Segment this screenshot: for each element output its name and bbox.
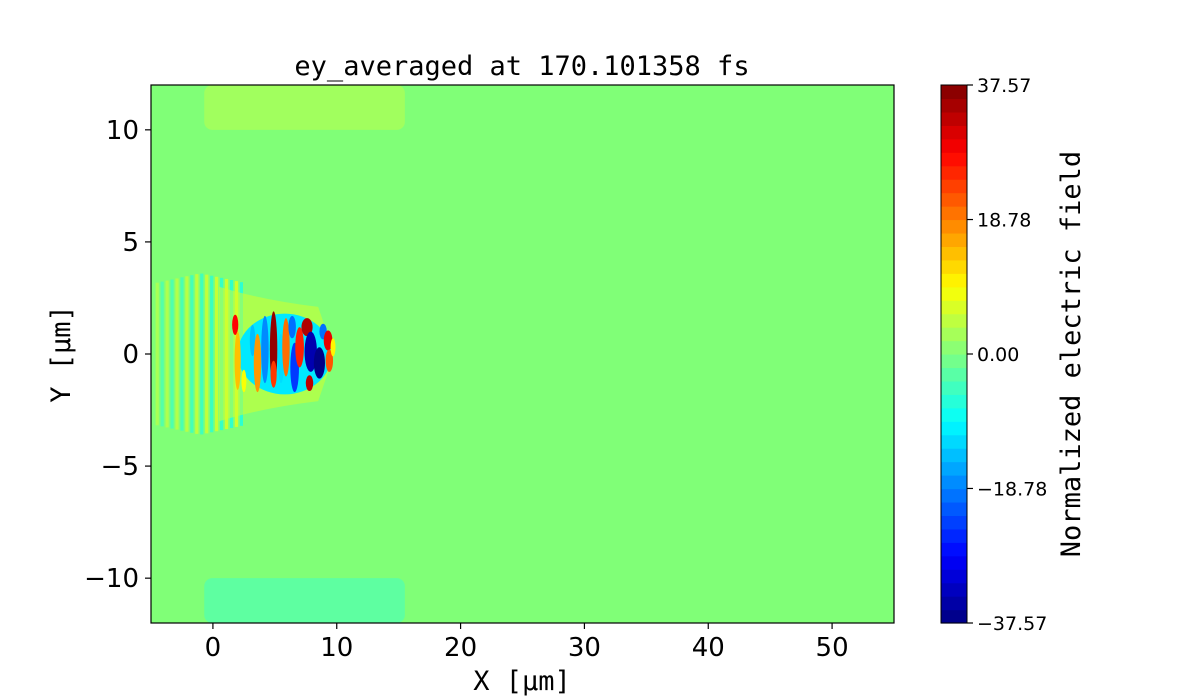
colorbar-segment xyxy=(941,488,967,503)
wavefront-stripe xyxy=(190,275,194,433)
colorbar-segment xyxy=(941,313,967,328)
field-hotspot xyxy=(261,315,269,384)
wavefront-stripe xyxy=(160,281,164,427)
colorbar-segment xyxy=(941,111,967,126)
colorbar-segment xyxy=(941,179,967,194)
y-tick-label: −5 xyxy=(101,452,139,482)
colorbar-segment xyxy=(941,461,967,476)
x-axis: 0 10 20 30 40 50 xyxy=(205,623,849,663)
colorbar-segment xyxy=(941,421,967,436)
wavefront-stripe xyxy=(175,278,179,430)
field-hotspot xyxy=(323,330,333,351)
colorbar-segment xyxy=(941,340,967,355)
wavefront-stripe xyxy=(165,280,169,428)
colorbar-segment xyxy=(941,354,967,369)
field-hotspot xyxy=(325,349,334,372)
colorbar-segment xyxy=(941,448,967,463)
colorbar-segment xyxy=(941,555,967,570)
y-tick-label: 10 xyxy=(106,116,139,146)
x-tick-label: 50 xyxy=(816,633,849,663)
colorbar-segment xyxy=(941,501,967,516)
colorbar-segment xyxy=(941,286,967,301)
x-tick-label: 10 xyxy=(320,633,353,663)
colorbar-segment xyxy=(941,609,967,624)
field-hotspot xyxy=(313,347,325,379)
colorbar xyxy=(940,84,968,624)
colorbar-segment xyxy=(941,259,967,274)
wavefront-stripe xyxy=(210,275,214,433)
colorbar-segment xyxy=(941,206,967,221)
colorbar-segment xyxy=(941,273,967,288)
wavefront-stripe xyxy=(215,276,219,432)
colorbar-label: Normalized electric field xyxy=(1056,151,1087,557)
colorbar-axis: −37.57 −18.78 0.00 18.78 37.57 xyxy=(967,75,1047,635)
upper-band xyxy=(204,85,405,130)
field-hotspot xyxy=(304,331,317,372)
lower-band xyxy=(204,578,405,623)
field-features xyxy=(155,85,405,623)
y-axis: −10 −5 0 5 10 xyxy=(84,116,151,594)
field-hotspot xyxy=(301,318,313,337)
colorbar-segment xyxy=(941,367,967,382)
wavefront-stripe xyxy=(170,279,174,429)
x-axis-label: X [μm] xyxy=(473,666,571,697)
chart-title: ey_averaged at 170.101358 fs xyxy=(294,51,749,82)
field-hotspot xyxy=(282,318,290,377)
colorbar-segment xyxy=(941,380,967,395)
colorbar-tick-label: 37.57 xyxy=(977,75,1031,97)
colorbar-segment xyxy=(941,394,967,409)
wavefront-stripe xyxy=(180,277,184,431)
field-hotspot xyxy=(249,324,256,357)
wavefront-stripe xyxy=(155,282,159,426)
colorbar-segment xyxy=(941,434,967,449)
plot-area xyxy=(151,85,894,623)
y-axis-label: Y [μm] xyxy=(46,305,77,403)
field-hotspot xyxy=(295,327,304,368)
colorbar-segment xyxy=(941,407,967,422)
colorbar-segment xyxy=(941,125,967,140)
colorbar-segment xyxy=(941,219,967,234)
field-hotspot xyxy=(288,315,296,339)
y-tick-label: −10 xyxy=(84,564,139,594)
field-hotspot xyxy=(232,314,239,335)
colorbar-segment xyxy=(941,515,967,530)
x-tick-label: 0 xyxy=(205,633,222,663)
colorbar-segment xyxy=(941,85,967,100)
colorbar-tick-label: 0.00 xyxy=(977,344,1019,366)
colorbar-segment xyxy=(941,165,967,180)
colorbar-segment xyxy=(941,475,967,490)
colorbar-segment xyxy=(941,232,967,247)
field-hotspot xyxy=(305,375,314,391)
field-hotspot xyxy=(234,331,241,390)
colorbar-segment xyxy=(941,327,967,342)
colorbar-tick-label: −37.57 xyxy=(977,613,1047,635)
field-hotspot xyxy=(253,333,262,393)
colorbar-segment xyxy=(941,98,967,113)
colorbar-segment xyxy=(941,138,967,153)
colorbar-segment xyxy=(941,192,967,207)
colorbar-segment xyxy=(941,152,967,167)
field-hotspot xyxy=(270,360,277,388)
x-tick-label: 20 xyxy=(444,633,477,663)
wavefront-stripe xyxy=(195,274,199,434)
y-tick-label: 0 xyxy=(122,340,139,370)
colorbar-segment xyxy=(941,300,967,315)
wavefront-stripe xyxy=(185,276,189,432)
x-tick-label: 40 xyxy=(692,633,725,663)
field-hotspot xyxy=(330,338,336,357)
colorbar-tick-label: 18.78 xyxy=(977,210,1031,232)
colorbar-segment xyxy=(941,542,967,557)
y-tick-label: 5 xyxy=(122,228,139,258)
field-hotspot xyxy=(241,369,247,393)
x-tick-label: 30 xyxy=(568,633,601,663)
colorbar-segment xyxy=(941,246,967,261)
colorbar-segment xyxy=(941,582,967,597)
colorbar-segment xyxy=(941,569,967,584)
colorbar-segment xyxy=(941,528,967,543)
colorbar-segment xyxy=(941,596,967,611)
wavefront-stripe xyxy=(200,273,204,435)
colorbar-tick-label: −18.78 xyxy=(977,478,1047,500)
wavefront-stripe xyxy=(205,274,209,434)
